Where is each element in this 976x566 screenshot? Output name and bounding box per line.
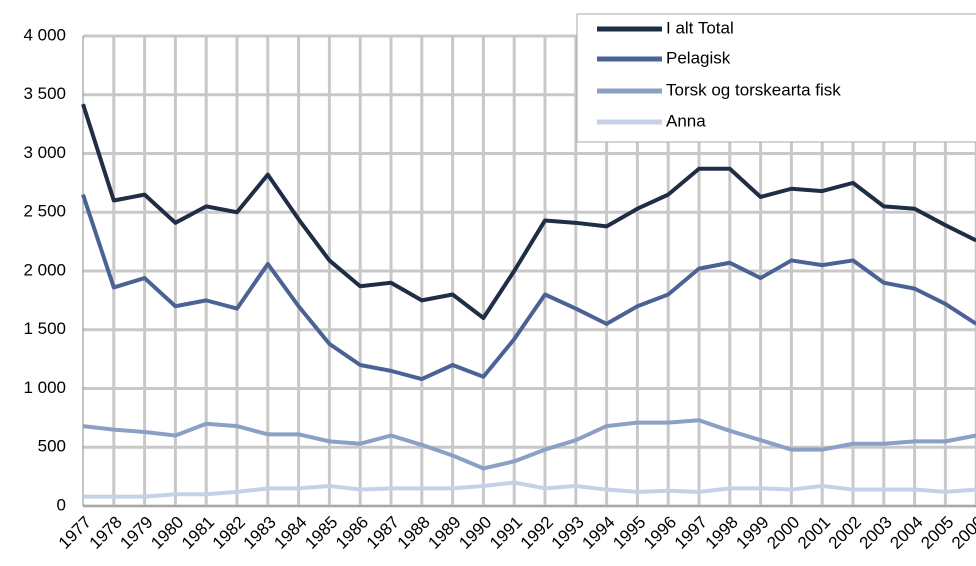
y-tick-label: 2 500 [23,202,66,221]
series-line [83,480,976,499]
series-line [81,103,976,320]
y-tick-label: 3 000 [23,143,66,162]
x-tick-label: 2001 [794,513,834,553]
x-tick-label: 2006 [948,513,976,553]
series-line [81,193,976,382]
x-tick-label: 1980 [147,513,187,553]
x-tick-label: 2000 [763,513,803,553]
y-tick-label: 3 500 [23,84,66,103]
x-tick-label: 1983 [240,513,280,553]
x-tick-label: 1990 [455,513,495,553]
legend-label: Anna [666,111,706,130]
x-tick-label: 1992 [517,513,557,553]
x-tick-label: 1991 [486,513,526,553]
y-tick-label: 500 [38,437,66,456]
x-tick-label: 1999 [732,513,772,553]
x-tick-label: 2004 [886,513,926,553]
y-tick-label: 4 000 [23,25,66,44]
x-tick-label: 1978 [86,513,126,553]
x-tick-label: 1989 [424,513,464,553]
x-tick-label: 2005 [917,513,957,553]
x-tick-label: 1995 [609,513,649,553]
x-tick-label: 1994 [578,513,618,553]
x-tick-label: 2003 [856,513,896,553]
x-tick-label: 1997 [671,513,711,553]
legend-label: Pelagisk [666,48,731,67]
x-tick-label: 2002 [825,513,865,553]
x-tick-label: 1987 [363,513,403,553]
x-tick-label: 1993 [548,513,588,553]
y-tick-label: 1 500 [23,319,66,338]
x-tick-label: 1988 [394,513,434,553]
x-tick-label: 1977 [55,513,95,553]
x-tick-label: 1996 [640,513,680,553]
legend-label: I alt Total [666,18,734,37]
y-tick-label: 2 000 [23,260,66,279]
y-tick-label: 0 [57,495,66,514]
x-tick-label: 1985 [301,513,341,553]
legend-label: Torsk og torskearta fisk [666,80,841,99]
x-tick-label: 1982 [209,513,249,553]
y-tick-label: 1 000 [23,378,66,397]
x-tick-label: 1998 [702,513,742,553]
x-tick-label: 1981 [178,513,218,553]
series-line [82,418,976,471]
x-tick-label: 1984 [270,513,310,553]
x-tick-label: 1986 [332,513,372,553]
x-tick-label: 1979 [116,513,156,553]
